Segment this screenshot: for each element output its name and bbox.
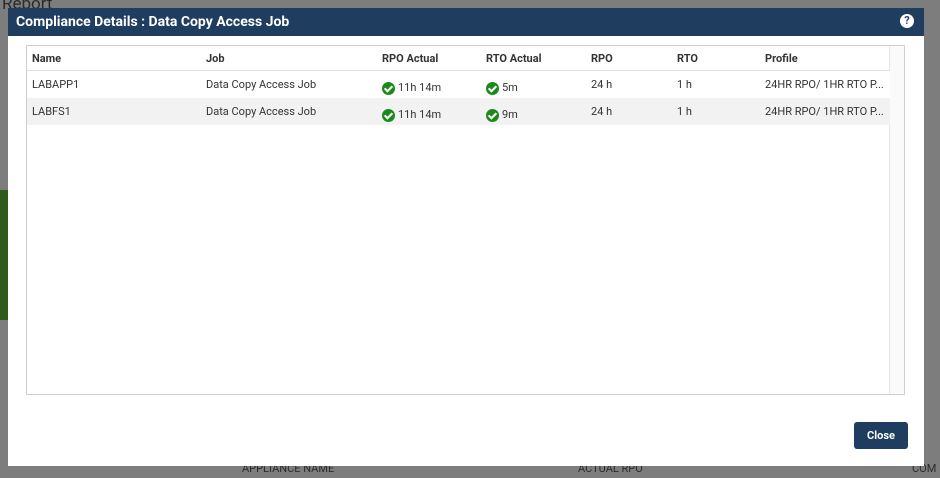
cell-text: Data Copy Access Job <box>206 78 317 91</box>
table-cell: 24HR RPO/ 1HR RTO P... <box>765 98 884 125</box>
cell-text: 24 h <box>591 105 613 118</box>
scrollbar[interactable] <box>889 46 904 394</box>
table-cell: 24 h <box>591 98 612 125</box>
cell-text: 11h 14m <box>398 81 442 94</box>
header-row: Name Job RPO Actual RTO Actual RPO RTO Profile <box>27 46 890 71</box>
column-header: Name <box>32 51 62 65</box>
cell-text: 5m <box>502 81 518 94</box>
table-cell: Data Copy Access Job <box>206 71 316 98</box>
status-icon <box>486 109 499 122</box>
column-header: RPO Actual <box>382 51 439 65</box>
status-icon <box>382 109 395 122</box>
status-icon <box>382 82 395 95</box>
table-row[interactable]: LABFS1 Data Copy Access Job 11h 14m 9m 24 h 1… <box>27 98 890 125</box>
table-cell: 5m <box>486 74 518 101</box>
table-cell: 11h 14m <box>382 101 441 128</box>
cell-text: LABFS1 <box>32 105 71 118</box>
column-header: Job <box>206 51 225 65</box>
table-row[interactable]: LABAPP1 Data Copy Access Job 11h 14m 5m 24 h… <box>27 71 890 98</box>
help-button[interactable]: ? <box>900 14 914 28</box>
status-icon <box>486 82 499 95</box>
table-cell: 1 h <box>677 71 692 98</box>
dialog: Compliance Details : Data Copy Access Jo… <box>8 8 924 466</box>
table-cell: 9m <box>486 101 518 128</box>
table-cell: Data Copy Access Job <box>206 98 316 125</box>
cell-text: 24HR RPO/ 1HR RTO P... <box>765 105 884 118</box>
cell-text: 24 h <box>591 78 613 91</box>
column-header: RTO Actual <box>486 51 542 65</box>
table-cell: 24 h <box>591 71 612 98</box>
data-grid: Name Job RPO Actual RTO Actual RPO RTO Profile… <box>26 45 905 395</box>
chart-fragment <box>0 190 8 320</box>
table-cell: LABFS1 <box>32 98 71 125</box>
cell-text: 9m <box>502 108 518 121</box>
column-header: RTO <box>677 51 698 65</box>
column-header: Profile <box>765 51 798 65</box>
cell-text: 11h 14m <box>398 108 442 121</box>
cell-text: LABAPP1 <box>32 78 80 91</box>
column-header: RPO <box>591 51 613 65</box>
table-cell: 1 h <box>677 98 692 125</box>
table-cell: LABAPP1 <box>32 71 79 98</box>
cell-text: 24HR RPO/ 1HR RTO P... <box>765 78 884 91</box>
cell-text: Data Copy Access Job <box>206 105 317 118</box>
close-button[interactable]: Close <box>854 422 908 449</box>
table-cell: 11h 14m <box>382 74 441 101</box>
cell-text: 1 h <box>677 78 692 91</box>
cell-text: 1 h <box>677 105 692 118</box>
table-cell: 24HR RPO/ 1HR RTO P... <box>765 71 884 98</box>
dialog-title: Compliance Details : Data Copy Access Jo… <box>16 14 290 30</box>
dialog-header: Compliance Details : Data Copy Access Jo… <box>8 8 924 36</box>
